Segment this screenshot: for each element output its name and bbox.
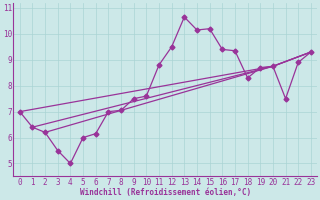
X-axis label: Windchill (Refroidissement éolien,°C): Windchill (Refroidissement éolien,°C): [80, 188, 251, 197]
